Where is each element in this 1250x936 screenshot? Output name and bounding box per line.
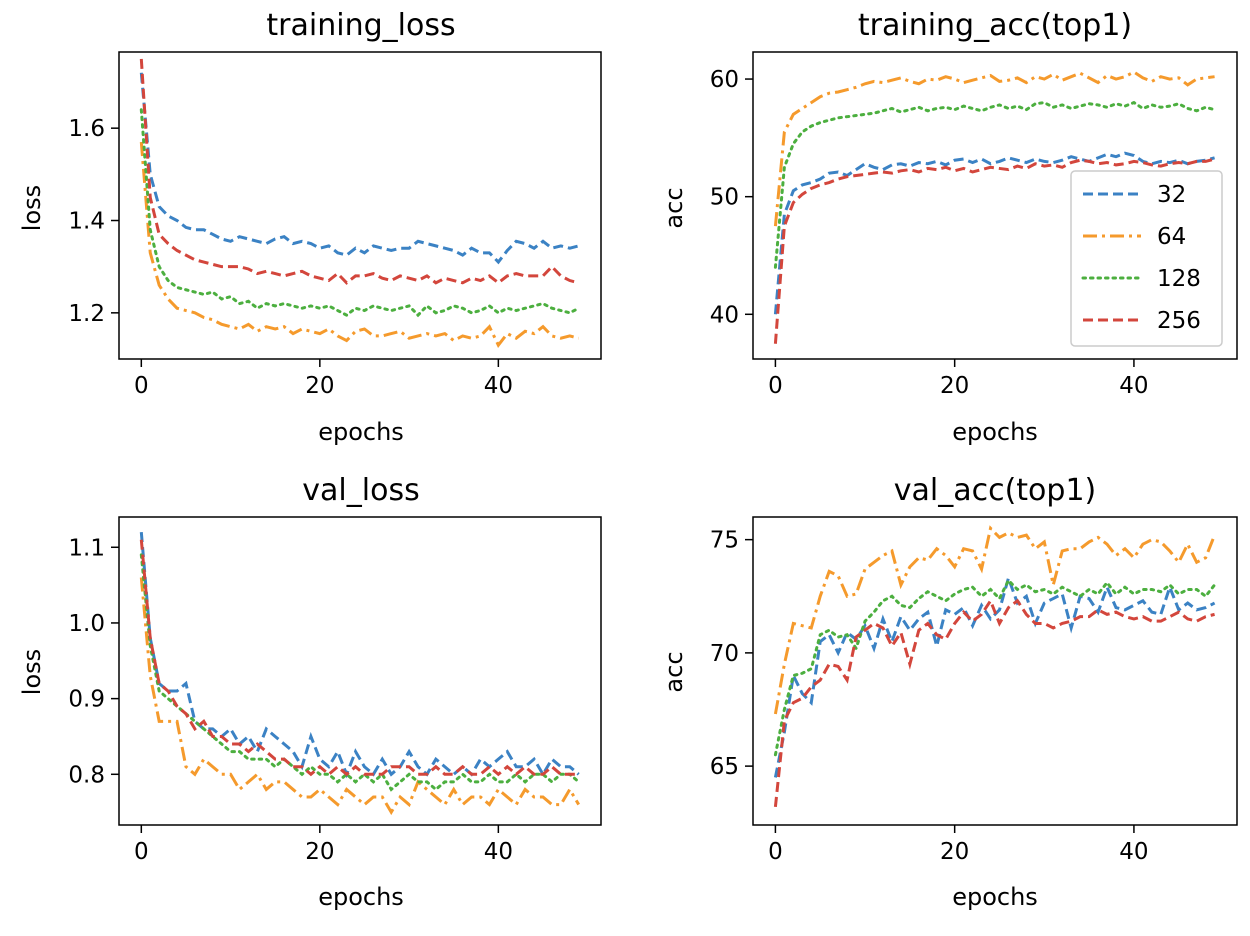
series-line-128 — [139, 108, 581, 318]
x-tick-label: 40 — [484, 839, 513, 865]
y-tick-label: 70 — [710, 641, 739, 667]
panel-title: training_acc(top1) — [858, 8, 1132, 43]
plot-area: 0 20 40 0.8 0.9 1.0 1.1 — [68, 516, 602, 865]
panel-training-loss: training_loss epochs loss 0 20 40 1.2 1.4 1.6 — [18, 8, 602, 446]
x-tick-label: 0 — [134, 839, 149, 865]
x-axis-label: epochs — [952, 883, 1038, 911]
y-tick-label: 1.1 — [68, 535, 105, 561]
legend-label-256: 256 — [1157, 308, 1201, 334]
legend-box — [1070, 170, 1223, 347]
y-tick-label: 65 — [710, 754, 739, 780]
axes-frame — [118, 51, 602, 360]
y-tick-label: 1.0 — [68, 611, 105, 637]
y-axis-label: loss — [18, 185, 46, 231]
legend-label-64: 64 — [1157, 224, 1186, 250]
y-tick-label: 1.2 — [68, 301, 105, 327]
plot-area: 0 20 40 1.2 1.4 1.6 — [68, 51, 602, 399]
panel-val-acc: val_acc(top1) epochs acc 0 20 40 65 70 75 — [660, 473, 1238, 911]
panel-title: training_loss — [266, 8, 455, 43]
series-line-32 — [773, 151, 1215, 315]
series-line-128 — [139, 553, 581, 792]
y-tick-label: 0.9 — [68, 687, 105, 713]
y-tick-label: 75 — [710, 528, 739, 554]
axes-frame — [752, 516, 1238, 826]
x-tick-label: 20 — [305, 373, 334, 399]
legend-label-32: 32 — [1157, 182, 1186, 208]
axes-frame — [118, 516, 602, 826]
x-tick-label: 0 — [134, 373, 149, 399]
x-axis-label: epochs — [318, 883, 404, 911]
y-tick-label: 0.8 — [68, 762, 105, 788]
series-line-64 — [773, 525, 1216, 715]
panel-title: val_acc(top1) — [894, 473, 1097, 508]
series-line-64 — [139, 577, 580, 816]
axes-frame — [752, 51, 1238, 360]
x-tick-label: 40 — [484, 373, 513, 399]
series-line-128 — [773, 577, 1217, 757]
y-tick-label: 1.4 — [68, 209, 105, 235]
panel-val-loss: val_loss epochs loss 0 20 40 0.8 0.9 1.0 1.1 — [18, 473, 602, 911]
series-line-128 — [773, 100, 1217, 269]
y-axis-label: acc — [660, 187, 688, 228]
y-tick-label: 1.6 — [68, 116, 105, 142]
x-tick-label: 20 — [305, 839, 334, 865]
series-line-256 — [139, 58, 580, 285]
panel-training-acc: training_acc(top1) epochs acc 0 20 40 40 50 6… — [660, 8, 1238, 446]
y-axis-label: acc — [660, 651, 688, 692]
y-axis-label: loss — [18, 649, 46, 695]
x-tick-label: 20 — [940, 839, 969, 865]
series-line-64 — [773, 70, 1215, 227]
plot-area: 0 20 40 65 70 75 — [710, 516, 1238, 865]
y-tick-label: 50 — [710, 185, 739, 211]
x-tick-label: 0 — [768, 373, 783, 399]
series-line-256 — [139, 539, 579, 777]
series-line-32 — [773, 573, 1216, 778]
y-tick-label: 60 — [710, 67, 739, 93]
legend-label-128: 128 — [1157, 266, 1201, 292]
x-tick-label: 40 — [1119, 373, 1148, 399]
series-line-256 — [773, 597, 1215, 808]
x-tick-label: 0 — [768, 839, 783, 865]
y-tick-label: 40 — [710, 302, 739, 328]
series-line-32 — [139, 532, 580, 779]
plot-area: 0 20 40 40 50 60 32 64 128 256 — [710, 51, 1238, 399]
series-line-64 — [139, 141, 580, 348]
panel-title: val_loss — [302, 473, 419, 508]
x-tick-label: 40 — [1119, 839, 1148, 865]
x-axis-label: epochs — [318, 418, 404, 446]
x-tick-label: 20 — [940, 373, 969, 399]
series-line-32 — [139, 72, 580, 265]
x-axis-label: epochs — [952, 418, 1038, 446]
